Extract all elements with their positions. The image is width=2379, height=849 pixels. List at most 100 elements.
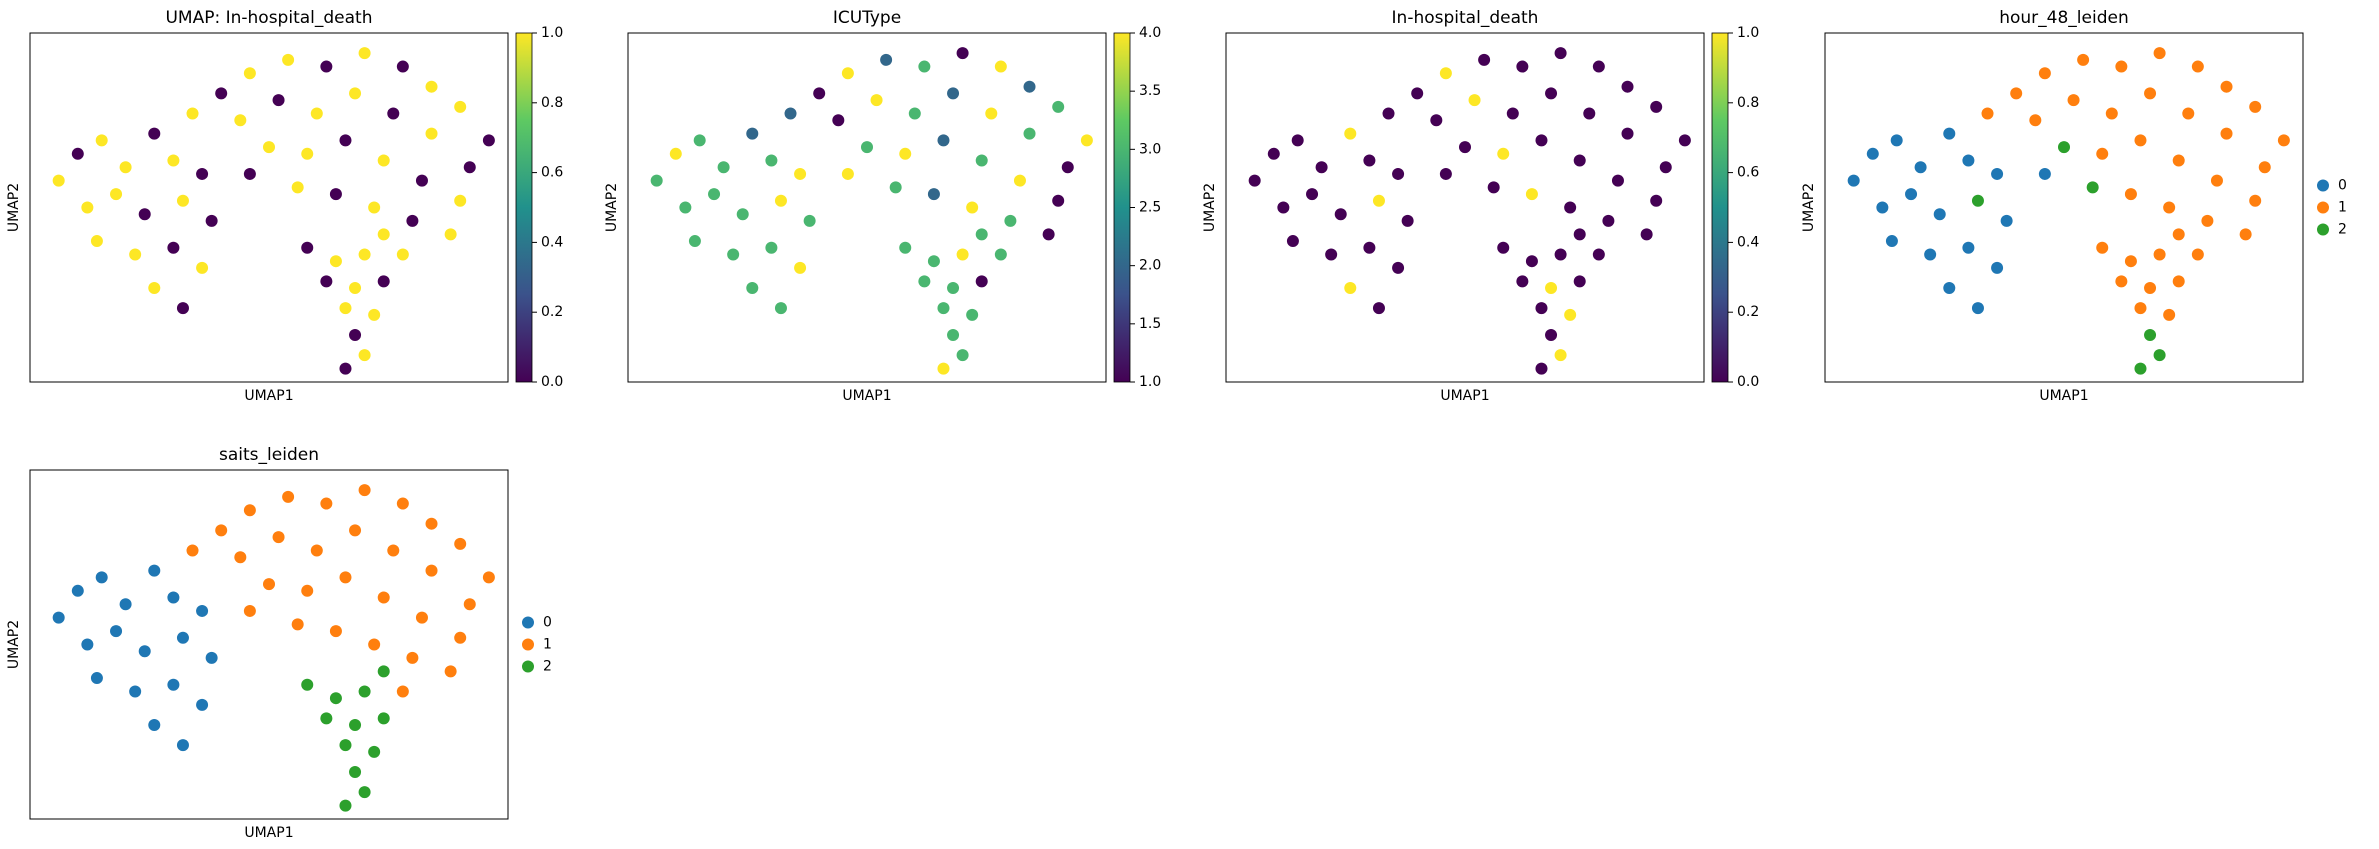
point xyxy=(301,147,314,160)
point xyxy=(2153,47,2166,60)
y-axis-label: UMAP2 xyxy=(6,183,22,232)
point xyxy=(2191,60,2204,73)
point xyxy=(2134,134,2147,147)
point xyxy=(358,484,371,497)
point xyxy=(396,248,409,261)
point xyxy=(358,349,371,362)
point xyxy=(985,107,998,120)
colorbar xyxy=(1113,32,1131,383)
point xyxy=(1516,275,1529,288)
panel-title: ICUType xyxy=(833,8,901,28)
points xyxy=(52,484,495,812)
axes-frame xyxy=(1225,32,1705,383)
point xyxy=(1430,114,1443,127)
y-axis-label: UMAP2 xyxy=(6,620,22,669)
point xyxy=(71,147,84,160)
point xyxy=(803,214,816,227)
point xyxy=(1306,188,1319,201)
point xyxy=(377,154,390,167)
point xyxy=(339,571,352,584)
point xyxy=(167,154,180,167)
point xyxy=(349,766,362,779)
colorbar xyxy=(515,32,533,383)
point xyxy=(669,147,682,160)
point xyxy=(358,685,371,698)
legend: 0 1 2 xyxy=(522,615,552,675)
colorbar-tick-label: 0.0 xyxy=(1737,374,1759,390)
point xyxy=(2239,228,2252,241)
points xyxy=(1248,47,1691,375)
point xyxy=(148,127,161,140)
panel: In-hospital_death UMAP1 UMAP2 0.0 0.2 0.4 0.6 0… xyxy=(1202,8,1759,404)
point xyxy=(425,127,438,140)
point xyxy=(263,141,275,154)
x-axis-label: UMAP1 xyxy=(2039,388,2088,404)
point xyxy=(301,678,314,691)
point xyxy=(975,228,988,241)
point xyxy=(320,275,333,288)
point xyxy=(2144,329,2157,342)
point xyxy=(415,174,428,187)
point xyxy=(243,167,256,180)
point xyxy=(329,692,342,705)
point xyxy=(377,591,390,604)
point xyxy=(1080,134,1093,147)
point xyxy=(2220,127,2233,140)
point xyxy=(1052,194,1065,207)
point xyxy=(2201,214,2214,227)
point xyxy=(908,107,921,120)
colorbar-tick-label: 0.8 xyxy=(1737,95,1759,111)
point xyxy=(454,194,467,207)
point xyxy=(320,712,333,725)
point xyxy=(880,53,893,66)
point xyxy=(2086,181,2099,194)
point xyxy=(2115,275,2128,288)
point xyxy=(1334,208,1347,221)
point xyxy=(119,598,132,611)
point xyxy=(119,161,132,174)
point xyxy=(129,248,142,261)
point xyxy=(1924,248,1937,261)
point xyxy=(2067,94,2080,107)
point xyxy=(1535,362,1548,375)
point xyxy=(234,551,247,564)
point xyxy=(196,698,209,711)
point xyxy=(339,302,352,315)
point xyxy=(110,188,123,201)
point xyxy=(329,625,342,638)
point xyxy=(215,87,228,100)
point xyxy=(167,678,180,691)
point xyxy=(861,141,873,154)
point xyxy=(956,47,969,60)
point xyxy=(746,127,759,140)
y-axis-label: UMAP2 xyxy=(604,183,620,232)
point xyxy=(1962,241,1975,254)
point xyxy=(1506,107,1519,120)
point xyxy=(1890,134,1903,147)
point xyxy=(243,604,256,617)
point xyxy=(832,114,845,127)
point xyxy=(2249,194,2262,207)
point xyxy=(1554,248,1567,261)
point xyxy=(937,302,950,315)
point xyxy=(52,174,65,187)
point xyxy=(339,362,352,375)
colorbar-tick-label: 0.4 xyxy=(541,234,563,250)
point xyxy=(2115,60,2128,73)
point xyxy=(1372,194,1385,207)
point xyxy=(1061,161,1074,174)
point xyxy=(2249,100,2262,113)
point xyxy=(396,685,409,698)
point xyxy=(1315,161,1328,174)
points xyxy=(52,47,495,375)
point xyxy=(1497,241,1510,254)
colorbar xyxy=(1711,32,1729,383)
point xyxy=(1525,188,1538,201)
point xyxy=(899,147,912,160)
point xyxy=(1592,60,1605,73)
point xyxy=(1866,147,1879,160)
point xyxy=(679,201,692,214)
legend-label: 2 xyxy=(543,659,552,675)
point xyxy=(1267,147,1280,160)
colorbar-tick-label: 2.0 xyxy=(1139,258,1161,274)
